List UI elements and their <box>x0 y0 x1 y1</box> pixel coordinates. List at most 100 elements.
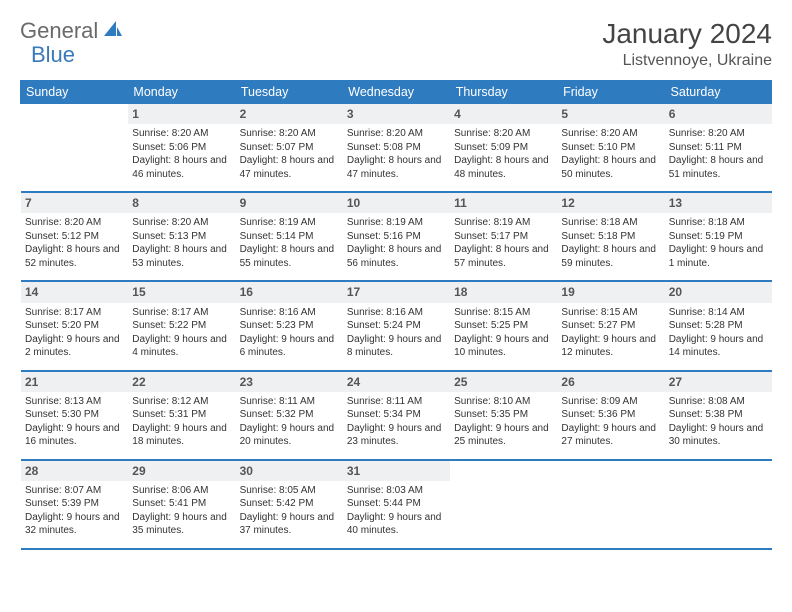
daylight-line: Daylight: 8 hours and 57 minutes. <box>454 243 553 270</box>
logo-text-blue-wrap: Blue <box>33 42 75 68</box>
daylight-line: Daylight: 9 hours and 10 minutes. <box>454 333 553 360</box>
day-cell-29: 29Sunrise: 8:06 AMSunset: 5:41 PMDayligh… <box>128 461 235 548</box>
week-row: 7Sunrise: 8:20 AMSunset: 5:12 PMDaylight… <box>21 193 772 282</box>
sunset-line: Sunset: 5:10 PM <box>561 141 660 155</box>
sunset-line: Sunset: 5:30 PM <box>25 408 124 422</box>
sunrise-line: Sunrise: 8:20 AM <box>25 216 124 230</box>
weekday-wednesday: Wednesday <box>342 80 449 104</box>
daylight-line: Daylight: 8 hours and 48 minutes. <box>454 154 553 181</box>
weekday-thursday: Thursday <box>450 80 557 104</box>
daylight-line: Daylight: 9 hours and 25 minutes. <box>454 422 553 449</box>
daylight-line: Daylight: 8 hours and 47 minutes. <box>240 154 339 181</box>
day-number: 27 <box>665 372 772 392</box>
day-cell-22: 22Sunrise: 8:12 AMSunset: 5:31 PMDayligh… <box>128 372 235 459</box>
sunrise-line: Sunrise: 8:06 AM <box>132 484 231 498</box>
daylight-line: Daylight: 9 hours and 14 minutes. <box>669 333 768 360</box>
day-cell-25: 25 Sunrise: 8:10 AMSunset: 5:35 PMDayligh… <box>450 372 557 459</box>
daylight-line: Daylight: 9 hours and 32 minutes. <box>25 511 124 538</box>
day-number: 20 <box>665 282 772 302</box>
sunset-line: Sunset: 5:14 PM <box>240 230 339 244</box>
logo-text-blue: Blue <box>31 42 75 67</box>
day-number: 15 <box>128 282 235 302</box>
day-number: 19 <box>557 282 664 302</box>
day-cell-8: 8Sunrise: 8:20 AMSunset: 5:13 PMDaylight… <box>128 193 235 280</box>
sunset-line: Sunset: 5:22 PM <box>132 319 231 333</box>
daylight-line: Daylight: 9 hours and 20 minutes. <box>240 422 339 449</box>
sunset-line: Sunset: 5:25 PM <box>454 319 553 333</box>
day-cell-12: 12Sunrise: 8:18 AMSunset: 5:18 PMDayligh… <box>557 193 664 280</box>
day-number: 2 <box>236 104 343 124</box>
day-number: 8 <box>128 193 235 213</box>
sunset-line: Sunset: 5:06 PM <box>132 141 231 155</box>
day-number: 6 <box>665 104 772 124</box>
day-number: 12 <box>557 193 664 213</box>
daylight-line: Daylight: 8 hours and 56 minutes. <box>347 243 446 270</box>
day-number: 28 <box>21 461 128 481</box>
week-row: 1Sunrise: 8:20 AMSunset: 5:06 PMDaylight… <box>21 104 772 193</box>
day-cell-1: 1Sunrise: 8:20 AMSunset: 5:06 PMDaylight… <box>128 104 235 191</box>
daylight-line: Daylight: 9 hours and 27 minutes. <box>561 422 660 449</box>
sunset-line: Sunset: 5:12 PM <box>25 230 124 244</box>
day-cell-10: 10Sunrise: 8:19 AMSunset: 5:16 PMDayligh… <box>343 193 450 280</box>
day-cell-empty <box>665 461 772 548</box>
sunset-line: Sunset: 5:42 PM <box>240 497 339 511</box>
sunset-line: Sunset: 5:38 PM <box>669 408 768 422</box>
sunrise-line: Sunrise: 8:18 AM <box>669 216 768 230</box>
sunrise-line: Sunrise: 8:17 AM <box>25 306 124 320</box>
sunrise-line: Sunrise: 8:18 AM <box>561 216 660 230</box>
logo-sail-icon <box>103 20 123 43</box>
day-cell-empty <box>557 461 664 548</box>
day-cell-26: 26Sunrise: 8:09 AMSunset: 5:36 PMDayligh… <box>557 372 664 459</box>
sunset-line: Sunset: 5:18 PM <box>561 230 660 244</box>
day-cell-30: 30Sunrise: 8:05 AMSunset: 5:42 PMDayligh… <box>236 461 343 548</box>
sunrise-line: Sunrise: 8:07 AM <box>25 484 124 498</box>
daylight-line: Daylight: 9 hours and 37 minutes. <box>240 511 339 538</box>
day-number: 14 <box>21 282 128 302</box>
daylight-line: Daylight: 9 hours and 23 minutes. <box>347 422 446 449</box>
title-block: January 2024 Listvennoye, Ukraine <box>602 18 772 70</box>
daylight-line: Daylight: 8 hours and 47 minutes. <box>347 154 446 181</box>
sunset-line: Sunset: 5:11 PM <box>669 141 768 155</box>
sunset-line: Sunset: 5:24 PM <box>347 319 446 333</box>
weekday-friday: Friday <box>557 80 664 104</box>
day-number: 25 <box>450 372 557 392</box>
daylight-line: Daylight: 9 hours and 2 minutes. <box>25 333 124 360</box>
day-cell-9: 9Sunrise: 8:19 AMSunset: 5:14 PMDaylight… <box>236 193 343 280</box>
day-cell-11: 11Sunrise: 8:19 AMSunset: 5:17 PMDayligh… <box>450 193 557 280</box>
sunset-line: Sunset: 5:09 PM <box>454 141 553 155</box>
day-number: 22 <box>128 372 235 392</box>
sunrise-line: Sunrise: 8:19 AM <box>240 216 339 230</box>
sunrise-line: Sunrise: 8:10 AM <box>454 395 553 409</box>
day-cell-21: 21Sunrise: 8:13 AMSunset: 5:30 PMDayligh… <box>21 372 128 459</box>
week-row: 14Sunrise: 8:17 AMSunset: 5:20 PMDayligh… <box>21 282 772 371</box>
day-number: 18 <box>450 282 557 302</box>
day-number: 17 <box>343 282 450 302</box>
weekday-tuesday: Tuesday <box>235 80 342 104</box>
sunset-line: Sunset: 5:08 PM <box>347 141 446 155</box>
sunset-line: Sunset: 5:20 PM <box>25 319 124 333</box>
sunset-line: Sunset: 5:44 PM <box>347 497 446 511</box>
day-cell-5: 5Sunrise: 8:20 AMSunset: 5:10 PMDaylight… <box>557 104 664 191</box>
day-cell-23: 23Sunrise: 8:11 AMSunset: 5:32 PMDayligh… <box>236 372 343 459</box>
sunrise-line: Sunrise: 8:16 AM <box>347 306 446 320</box>
weekday-sunday: Sunday <box>20 80 127 104</box>
sunrise-line: Sunrise: 8:20 AM <box>132 127 231 141</box>
sunrise-line: Sunrise: 8:20 AM <box>347 127 446 141</box>
daylight-line: Daylight: 9 hours and 1 minute. <box>669 243 768 270</box>
day-number: 31 <box>343 461 450 481</box>
daylight-line: Daylight: 9 hours and 12 minutes. <box>561 333 660 360</box>
day-cell-28: 28Sunrise: 8:07 AMSunset: 5:39 PMDayligh… <box>21 461 128 548</box>
weekday-saturday: Saturday <box>665 80 772 104</box>
sunrise-line: Sunrise: 8:05 AM <box>240 484 339 498</box>
day-cell-empty <box>450 461 557 548</box>
day-number: 1 <box>128 104 235 124</box>
sunrise-line: Sunrise: 8:20 AM <box>132 216 231 230</box>
sunrise-line: Sunrise: 8:08 AM <box>669 395 768 409</box>
sunset-line: Sunset: 5:07 PM <box>240 141 339 155</box>
day-cell-31: 31Sunrise: 8:03 AMSunset: 5:44 PMDayligh… <box>343 461 450 548</box>
sunset-line: Sunset: 5:32 PM <box>240 408 339 422</box>
day-cell-empty <box>21 104 128 191</box>
daylight-line: Daylight: 9 hours and 16 minutes. <box>25 422 124 449</box>
day-cell-15: 15Sunrise: 8:17 AMSunset: 5:22 PMDayligh… <box>128 282 235 369</box>
sunset-line: Sunset: 5:35 PM <box>454 408 553 422</box>
